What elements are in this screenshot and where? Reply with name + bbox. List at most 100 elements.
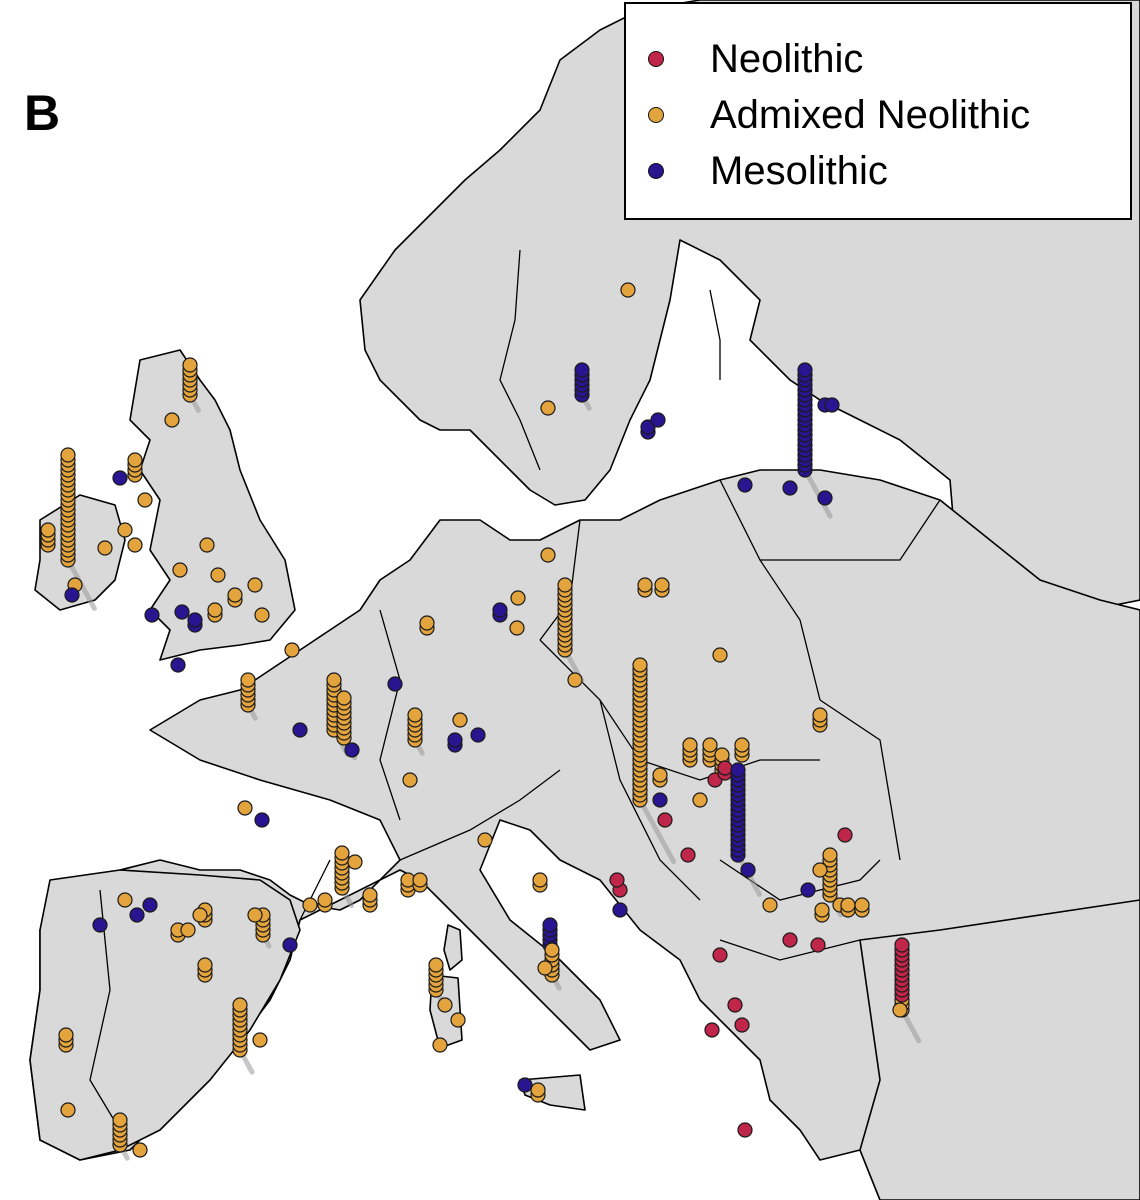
sample-marker [492,602,508,618]
sample-marker [654,577,670,593]
sample-marker [247,577,263,593]
sample-marker [58,1027,74,1043]
sample-marker [187,612,203,628]
sample-marker [302,897,318,913]
sample-marker [894,937,910,953]
sample-marker [144,607,160,623]
sample-marker [326,672,342,688]
sample-marker [540,547,556,563]
sample-marker [704,1022,720,1038]
sample-marker [112,470,128,486]
sample-marker [712,947,728,963]
sample-marker [192,907,208,923]
sample-marker [567,672,583,688]
sample-marker [510,590,526,606]
sample-marker [734,737,750,753]
sample-marker [812,707,828,723]
sample-marker [727,997,743,1013]
sample-marker [402,772,418,788]
sample-marker [652,792,668,808]
sample-marker [737,477,753,493]
sample-marker [797,362,813,378]
sample-marker [252,1032,268,1048]
sample-marker [734,1017,750,1033]
sample-marker [199,537,215,553]
sample-marker [837,827,853,843]
sample-marker [412,872,428,888]
sample-marker [254,812,270,828]
sample-marker [657,812,673,828]
sample-marker [544,942,560,958]
legend-label-admixed-neolithic: Admixed Neolithic [710,92,1031,137]
land-ireland [34,494,126,611]
sample-marker [60,1102,76,1118]
sample-marker [652,767,668,783]
sample-marker [702,737,718,753]
sample-marker [182,357,198,373]
legend-item-admixed-neolithic: Admixed Neolithic [648,88,1030,142]
legend-item-mesolithic: Mesolithic [648,144,888,198]
sample-marker [407,707,423,723]
sample-marker [650,412,666,428]
sample-marker [542,917,558,933]
sample-marker [620,282,636,298]
sample-marker [680,847,696,863]
sample-marker [387,676,403,692]
sample-marker [800,882,816,898]
sample-marker [612,902,628,918]
sample-marker [450,1012,466,1028]
sample-marker [210,567,226,583]
sample-marker [447,732,463,748]
sample-marker [822,847,838,863]
sample-marker [814,902,830,918]
sample-marker [112,1112,128,1128]
sample-marker [537,960,553,976]
sample-marker [172,562,188,578]
legend-label-mesolithic: Mesolithic [710,148,888,193]
legend-item-neolithic: Neolithic [648,32,863,86]
sample-marker [174,604,190,620]
sample-marker [810,937,826,953]
sample-marker [64,587,80,603]
sample-marker [632,657,648,673]
land-iberia [29,869,301,1161]
sample-marker [207,602,223,618]
sample-marker [574,362,590,378]
sample-marker [530,1082,546,1098]
sample-marker [197,957,213,973]
sample-marker [432,1037,448,1053]
sample-marker [117,522,133,538]
land-corsica [443,924,463,971]
country-borders [89,249,941,1131]
stack-shadow [637,797,677,865]
sample-marker [557,577,573,593]
panel-label: B [24,85,61,141]
sample-marker [854,897,870,913]
sample-marker [127,452,143,468]
sample-marker [892,1002,908,1018]
legend-dot-mesolithic [648,163,664,179]
sample-marker [344,742,360,758]
sample-marker [60,447,76,463]
sample-marker [509,620,525,636]
legend-dot-neolithic [648,51,664,67]
sample-marker [362,887,378,903]
legend-label-neolithic: Neolithic [710,36,864,81]
sample-marker [762,897,778,913]
sample-marker [717,760,733,776]
sample-marker [477,832,493,848]
sample-marker [232,997,248,1013]
sample-marker [532,872,548,888]
sample-marker [132,1142,148,1158]
sample-marker [692,792,708,808]
sample-marker [247,907,263,923]
sample-marker [714,747,730,763]
sample-marker [419,615,435,631]
sample-marker [92,917,108,933]
sample-marker [682,737,698,753]
sample-marker [840,897,856,913]
sample-marker [180,922,196,938]
sample-marker [40,522,56,538]
sample-marker [740,862,756,878]
sample-marker [737,1122,753,1138]
